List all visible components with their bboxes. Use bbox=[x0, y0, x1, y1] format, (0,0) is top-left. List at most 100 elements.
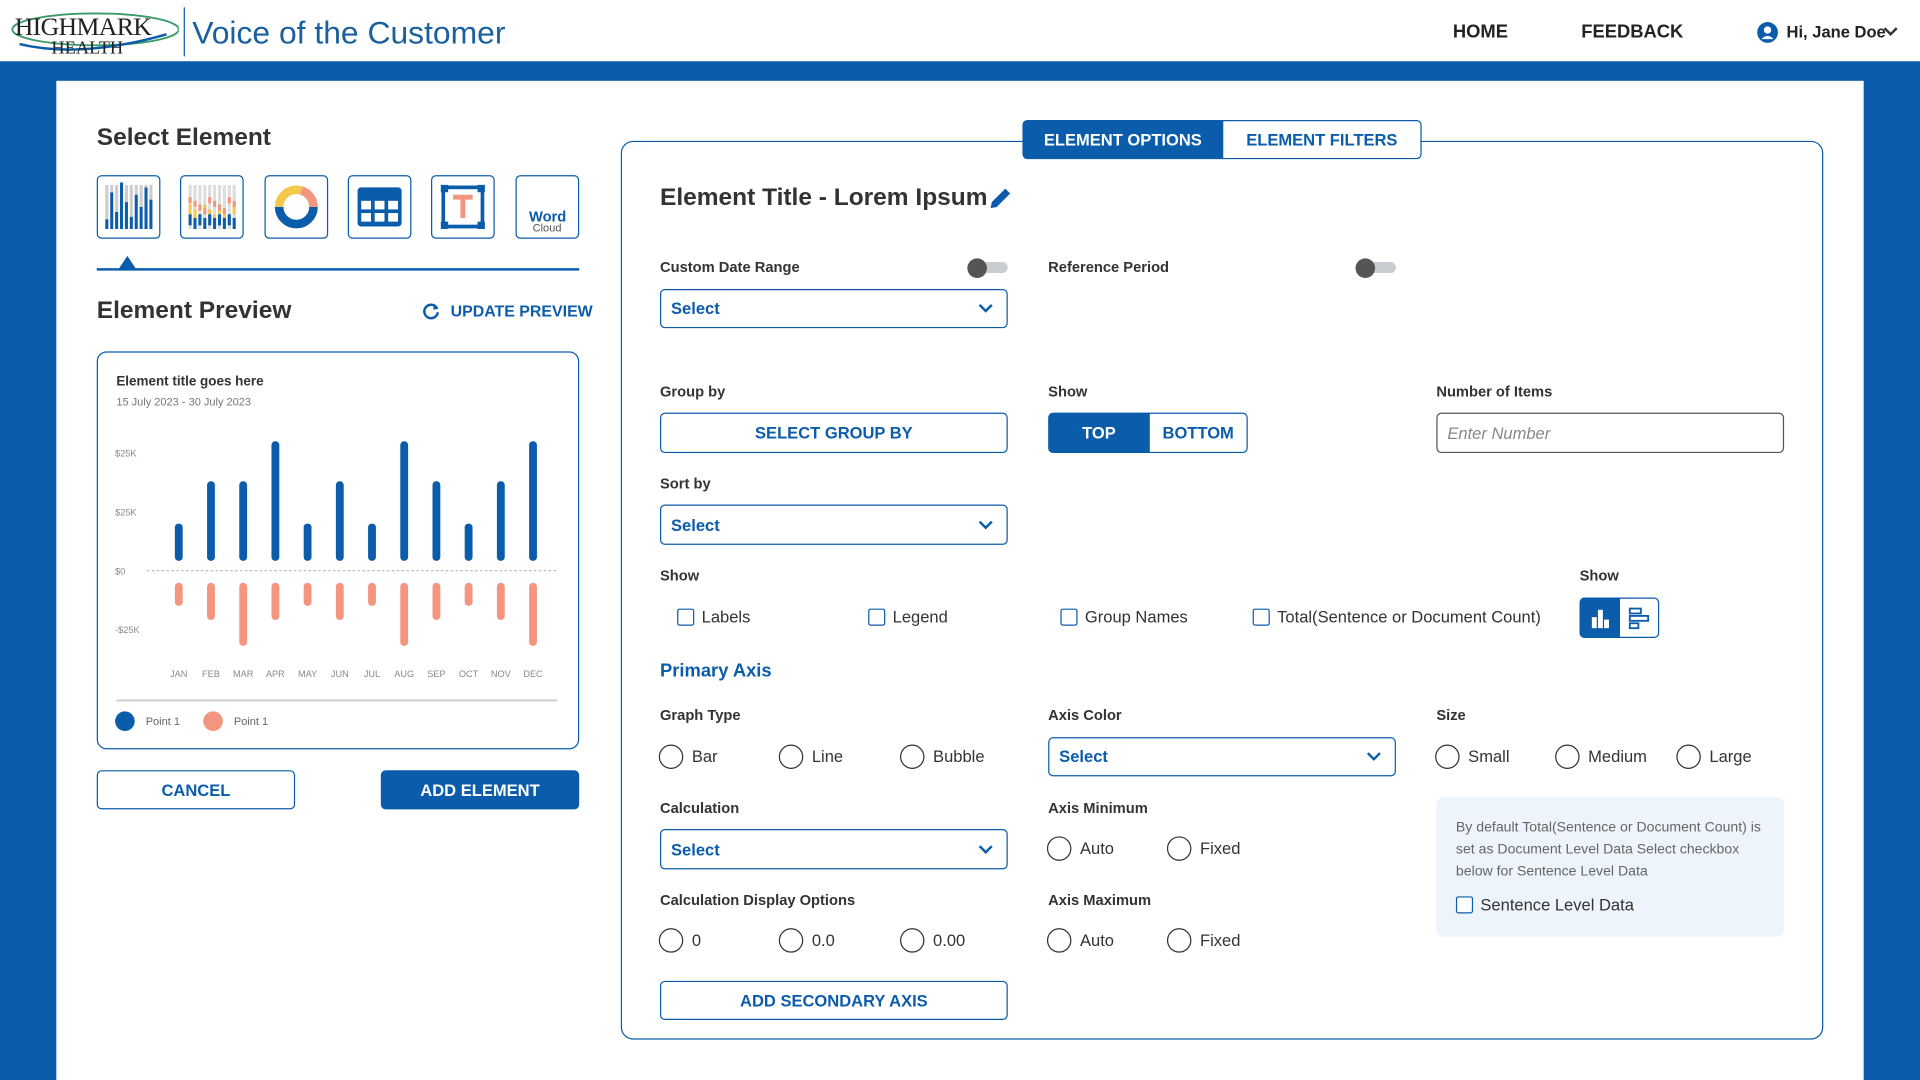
field-label: Sort by bbox=[660, 475, 711, 493]
icon-shape bbox=[217, 213, 221, 225]
icon-shape bbox=[274, 184, 318, 228]
field-label: Axis Minimum bbox=[1048, 799, 1148, 817]
element-type-button[interactable] bbox=[180, 175, 244, 239]
select-box[interactable]: Select bbox=[660, 504, 1008, 545]
icon-shape bbox=[117, 255, 138, 271]
icon-shape bbox=[212, 217, 216, 229]
bar bbox=[303, 582, 312, 606]
nav-link[interactable]: HOME bbox=[1452, 21, 1508, 43]
checkbox-label: Group Names bbox=[1084, 607, 1188, 627]
element-title: Element Title - Lorem Ipsum bbox=[660, 184, 988, 212]
toggle-knob[interactable] bbox=[967, 258, 987, 278]
icon-shape bbox=[978, 844, 993, 854]
radio-label: Auto bbox=[1080, 839, 1115, 858]
x-tick-label: SEP bbox=[427, 669, 445, 679]
logo-text: HIGHMARK bbox=[14, 11, 152, 42]
radio[interactable] bbox=[1046, 836, 1072, 861]
field-label: Size bbox=[1436, 706, 1466, 724]
checkbox[interactable] bbox=[868, 608, 886, 626]
user-name[interactable]: Hi, Jane Doe bbox=[1786, 22, 1886, 42]
icon-shape bbox=[232, 217, 236, 229]
bar bbox=[432, 481, 441, 561]
group-by-button[interactable]: SELECT GROUP BY bbox=[660, 412, 1008, 454]
icon-shape bbox=[227, 184, 231, 229]
icon-shape bbox=[423, 303, 439, 320]
add-secondary-axis-button[interactable]: ADD SECONDARY AXIS bbox=[660, 980, 1008, 1020]
element-type-icon bbox=[347, 174, 411, 238]
update-preview-link[interactable]: UPDATE PREVIEW bbox=[450, 301, 593, 321]
radio[interactable] bbox=[900, 744, 925, 769]
icon-shape bbox=[440, 184, 448, 192]
radio[interactable] bbox=[778, 744, 804, 769]
bar bbox=[174, 523, 183, 561]
radio[interactable] bbox=[658, 744, 684, 769]
toggle-track bbox=[972, 262, 1008, 274]
checkbox[interactable] bbox=[677, 608, 695, 626]
bar bbox=[207, 582, 215, 620]
add-element-button[interactable]: ADD ELEMENT bbox=[380, 770, 580, 810]
toggle-knob[interactable] bbox=[1355, 258, 1376, 278]
bar bbox=[432, 582, 441, 620]
icon-shape bbox=[143, 186, 147, 229]
element-type-icon bbox=[430, 174, 494, 238]
checkbox[interactable] bbox=[1455, 896, 1474, 914]
chevron bbox=[1883, 27, 1898, 37]
field-label: Calculation bbox=[660, 799, 740, 817]
icon-shape bbox=[212, 184, 216, 229]
select-box[interactable]: Select bbox=[660, 828, 1008, 870]
element-type-button[interactable] bbox=[264, 175, 329, 239]
icon-shape bbox=[134, 184, 138, 195]
field-label: Show bbox=[1579, 566, 1619, 585]
field-label: Axis Maximum bbox=[1048, 891, 1152, 909]
selector-arrow bbox=[117, 255, 138, 271]
icon-shape bbox=[124, 201, 128, 229]
app-title: Voice of the Customer bbox=[192, 14, 506, 51]
tab[interactable]: ELEMENT FILTERS bbox=[1222, 120, 1422, 160]
divider bbox=[183, 7, 185, 57]
icon-shape bbox=[1628, 622, 1640, 630]
select-box[interactable]: Select bbox=[660, 288, 1008, 329]
element-type-button[interactable] bbox=[515, 175, 580, 239]
show-toggle[interactable]: BOTTOM bbox=[1148, 412, 1248, 454]
section-title: Select Element bbox=[96, 124, 271, 152]
chart-subtitle: 15 July 2023 - 30 July 2023 bbox=[116, 396, 251, 408]
checkbox[interactable] bbox=[1252, 608, 1270, 626]
icon-shape bbox=[192, 200, 196, 207]
bar bbox=[239, 481, 248, 561]
icon-shape bbox=[114, 184, 118, 212]
element-type-button[interactable] bbox=[347, 174, 412, 239]
element-type-button[interactable] bbox=[431, 175, 495, 239]
placeholder: Enter Number bbox=[1447, 423, 1551, 443]
radio-label: Fixed bbox=[1200, 839, 1241, 858]
radio[interactable] bbox=[1555, 744, 1580, 769]
cancel-button[interactable]: CANCEL bbox=[96, 770, 296, 810]
icon-shape bbox=[1628, 614, 1650, 622]
bar bbox=[529, 582, 537, 646]
bar bbox=[400, 441, 409, 561]
radio[interactable] bbox=[1166, 928, 1192, 953]
radio-label: Bar bbox=[691, 747, 718, 766]
element-type-icon bbox=[179, 174, 243, 238]
radio[interactable] bbox=[658, 928, 684, 953]
icon-shape bbox=[104, 218, 108, 229]
tab[interactable]: ELEMENT OPTIONS bbox=[1022, 120, 1224, 160]
radio[interactable] bbox=[1166, 836, 1192, 861]
y-tick-label: $25K bbox=[115, 449, 137, 459]
select-box[interactable]: Select bbox=[1048, 737, 1396, 777]
radio[interactable] bbox=[900, 928, 925, 953]
y-tick-label: -$25K bbox=[115, 625, 140, 635]
show-toggle[interactable]: TOP bbox=[1048, 412, 1150, 454]
icon-shape bbox=[138, 184, 143, 207]
number-input[interactable]: Enter Number bbox=[1436, 412, 1785, 454]
checkbox[interactable] bbox=[1060, 608, 1078, 626]
radio[interactable] bbox=[1046, 928, 1072, 953]
icon-shape bbox=[1597, 609, 1603, 629]
radio[interactable] bbox=[778, 928, 804, 953]
icon-shape bbox=[440, 184, 485, 229]
element-type-button[interactable] bbox=[96, 175, 161, 239]
field-label: Number of Items bbox=[1436, 383, 1553, 401]
edit-icon[interactable] bbox=[987, 185, 1014, 212]
radio[interactable] bbox=[1676, 744, 1701, 769]
radio[interactable] bbox=[1435, 744, 1460, 769]
nav-link[interactable]: FEEDBACK bbox=[1581, 21, 1684, 43]
